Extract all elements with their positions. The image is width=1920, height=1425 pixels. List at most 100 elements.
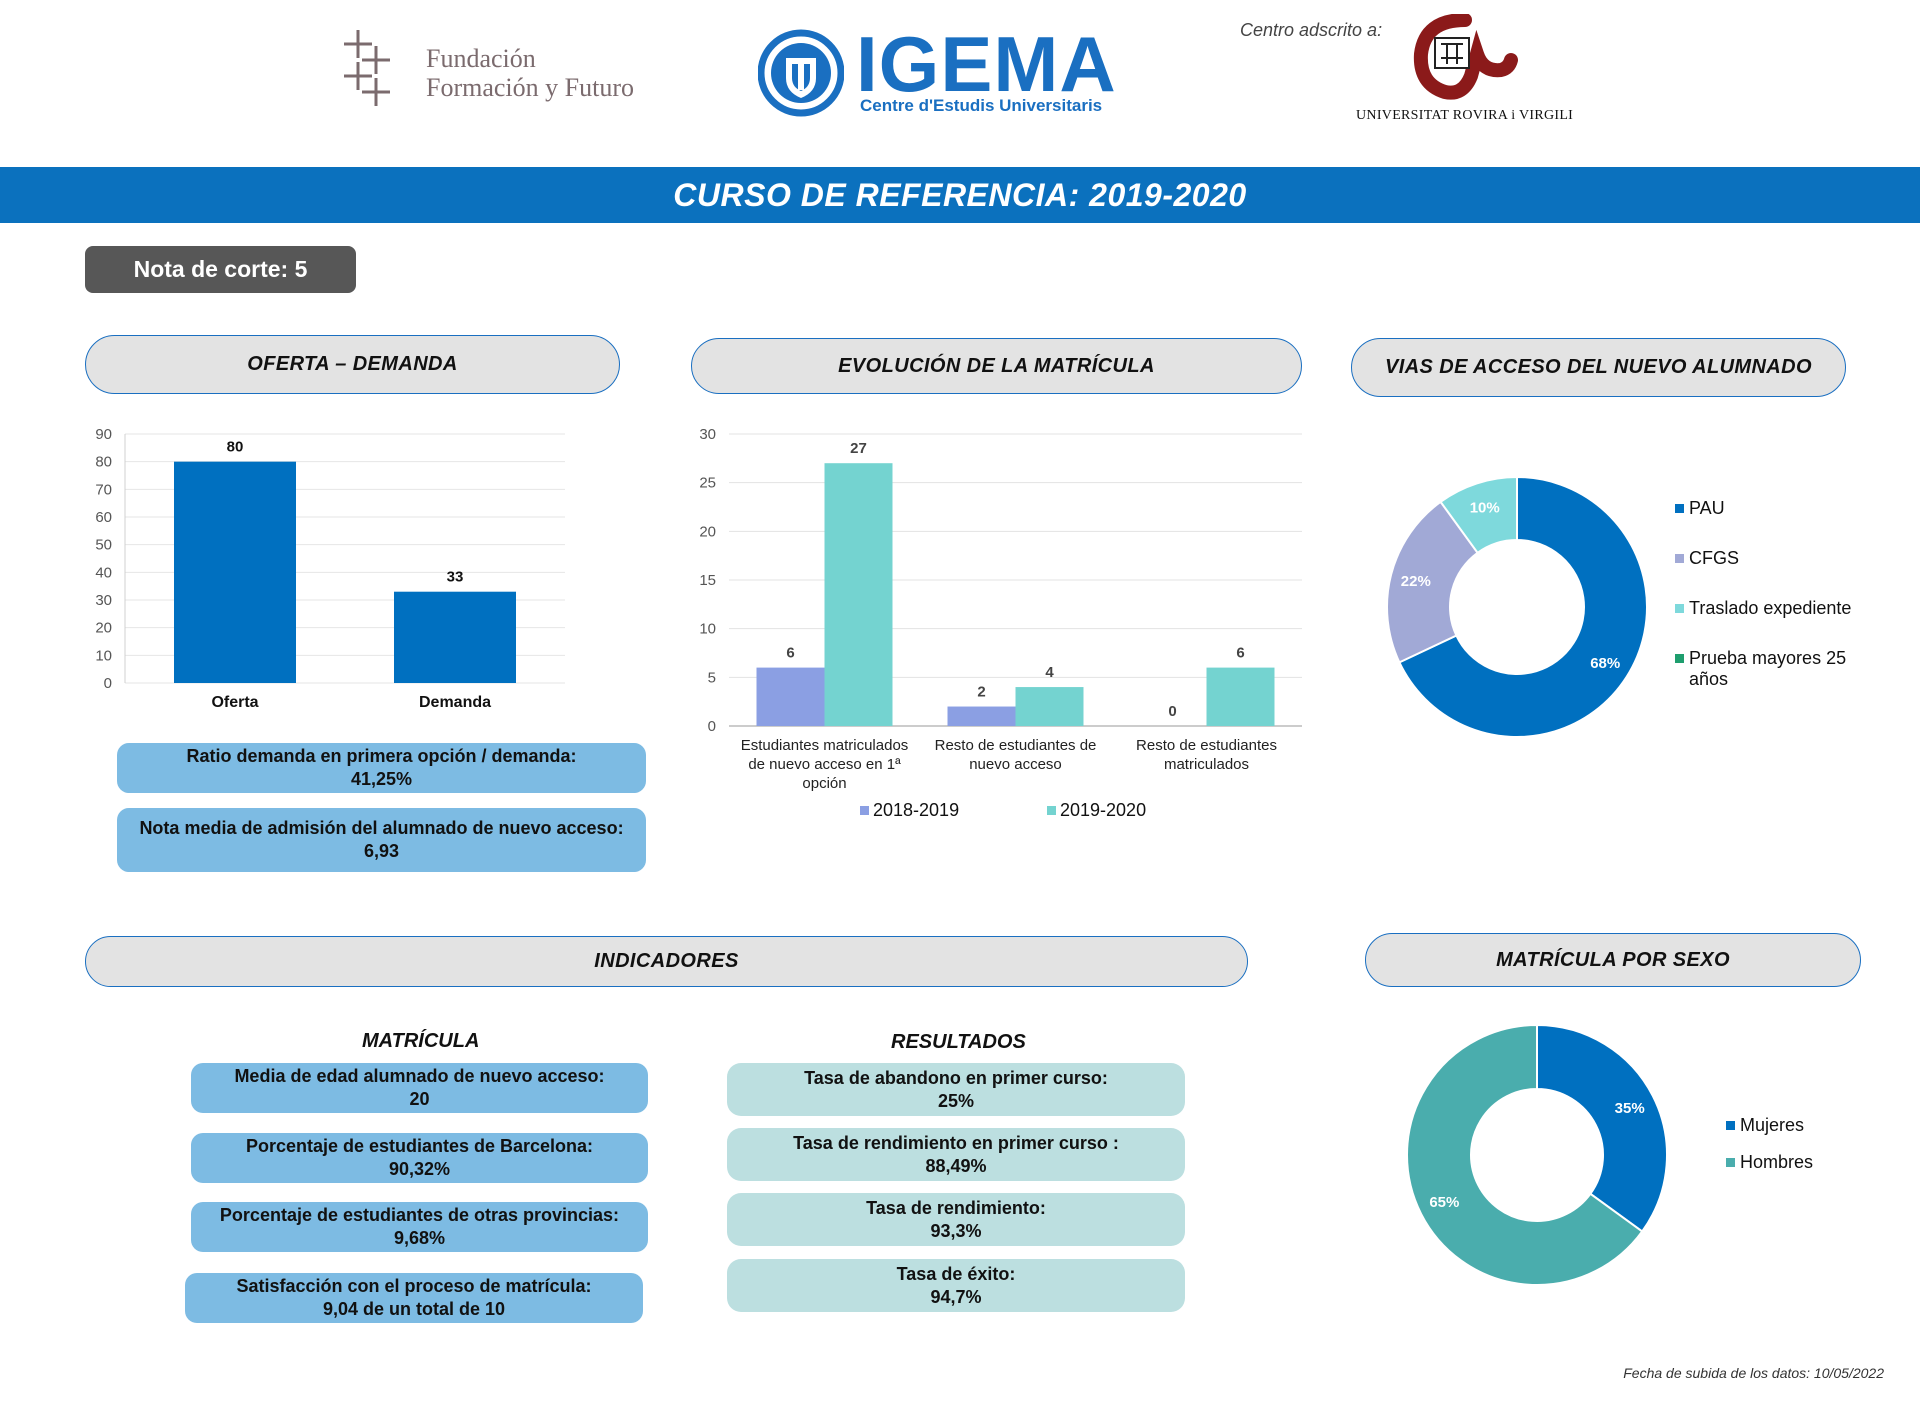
legend-item: Mujeres [1726,1115,1886,1136]
ratio-demanda-box: Ratio demanda en primera opción / demand… [117,743,646,793]
legend-label: Prueba mayores 25 años [1689,648,1847,689]
legend-label: CFGS [1689,548,1740,568]
indicador-media-edad: Media de edad alumnado de nuevo acceso: … [191,1063,648,1113]
indicador-value: 20 [409,1089,430,1109]
fundacion-mark-icon [344,30,390,106]
slice-mujeres [1536,1023,1668,1233]
legend-swatch [1726,1121,1735,1130]
section-matricula-sexo: MATRÍCULA POR SEXO [1365,933,1861,987]
section-evolucion-matricula: EVOLUCIÓN DE LA MATRÍCULA [691,338,1302,394]
urv-emblem-icon [1413,14,1518,100]
indicador-label: Media de edad alumnado de nuevo acceso: [234,1066,605,1086]
matricula-sexo-donut: 35% 65% [1406,1023,1668,1286]
resultados-heading: RESULTADOS [891,1031,1026,1053]
indicador-rendimiento-primer: Tasa de rendimiento en primer curso : 88… [727,1128,1185,1181]
y-tick-label: 40 [95,564,112,581]
legend-swatch [1726,1158,1735,1167]
legend-swatch [1675,654,1684,663]
oferta-demanda-chart: 0 10 20 30 40 50 60 70 80 90 80 Oferta 33 Demanda [95,426,565,711]
adscrito-label: Centro adscrito a: [1240,20,1383,40]
section-indicadores: INDICADORES [85,936,1248,987]
indicador-label: Porcentaje de estudiantes de Barcelona: [245,1136,594,1156]
igema-logo: IGEMA Centre d'Estudis Universitaris [758,22,1118,122]
x-tick-label: Demanda [419,694,491,711]
x-tick-label: de nuevo acceso en 1ª [748,756,901,773]
x-tick-label: opción [802,775,846,792]
y-tick-label: 5 [708,669,716,686]
x-tick-label: matriculados [1164,756,1249,773]
nota-media-box: Nota media de admisión del alumnado de n… [117,808,646,872]
y-tick-label: 70 [95,481,112,498]
indicador-barcelona: Porcentaje de estudiantes de Barcelona: … [191,1133,648,1183]
section-oferta-demanda: OFERTA – DEMANDA [85,335,620,394]
section-vias-acceso: VIAS DE ACCESO DEL NUEVO ALUMNADO [1351,338,1846,397]
legend-item: PAU [1675,498,1875,519]
indicador-label: Tasa de rendimiento en primer curso : [793,1132,1119,1153]
legend-item: Prueba mayores 25 años [1675,648,1875,690]
slice-label: 68% [1590,655,1620,672]
slice-traslado-expediente [1439,475,1518,555]
fundacion-name-line2: Formación y Futuro [426,73,634,102]
course-title: CURSO DE REFERENCIA: 2019-2020 [673,176,1247,213]
bar-2018-2019 [947,706,1016,726]
y-tick-label: 80 [95,454,112,471]
legend-swatch [1047,806,1056,815]
y-tick-label: 20 [699,523,716,540]
indicador-value: 93,3% [930,1220,982,1241]
legend-label: 2019-2020 [1060,800,1146,820]
slice-label: 22% [1401,573,1431,590]
y-tick-label: 50 [95,537,112,554]
indicador-value: 25% [937,1090,975,1111]
data-label: 2 [977,684,985,701]
bar-demanda [394,591,516,683]
indicador-exito: Tasa de éxito: 94,7% [727,1259,1185,1312]
indicador-value: 88,49% [925,1155,987,1176]
nota-media-label: Nota media de admisión del alumnado de n… [139,818,624,838]
data-label: 6 [786,645,794,662]
ratio-demanda-value: 41,25% [350,769,413,789]
indicador-label: Tasa de abandono en primer curso: [804,1067,1108,1088]
legend-swatch [1675,554,1684,563]
legend-item: Hombres [1726,1152,1886,1173]
fundacion-name-line1: Fundación [426,44,536,73]
legend-item: CFGS [1675,548,1875,569]
x-tick-label: Oferta [211,694,258,711]
bar-2019-2020 [1206,667,1275,726]
y-tick-label: 30 [95,592,112,609]
y-tick-label: 60 [95,509,112,526]
indicador-label: Porcentaje de estudiantes de otras provi… [219,1205,620,1225]
y-tick-label: 25 [699,475,716,492]
data-label: 0 [1168,703,1176,720]
upload-date: Fecha de subida de los datos: 10/05/2022 [1623,1365,1884,1381]
y-tick-label: 20 [95,620,112,637]
fundacion-logo: Fundación Formación y Futuro [336,28,666,118]
bar-oferta [174,461,296,683]
igema-name: IGEMA [856,20,1117,108]
slice-cfgs [1386,500,1480,664]
y-tick-label: 0 [104,675,112,692]
legend-label: 2018-2019 [873,800,959,820]
slice-label: 10% [1470,500,1500,517]
x-tick-label: Resto de estudiantes [1136,737,1277,754]
data-label: 80 [227,439,244,456]
data-label: 4 [1045,664,1054,681]
legend-swatch [1675,604,1684,613]
nota-corte-badge: Nota de corte: 5 [85,246,356,293]
nota-media-value: 6,93 [363,841,400,861]
legend-label: Traslado expediente [1689,598,1852,618]
igema-subtitle: Centre d'Estudis Universitaris [860,96,1103,115]
bar-2019-2020 [824,463,893,726]
y-tick-label: 10 [95,647,112,664]
vias-acceso-donut: 68% 22% 10% [1386,475,1648,738]
legend-label: Mujeres [1740,1115,1805,1135]
y-tick-label: 30 [699,426,716,443]
legend-item: Traslado expediente [1675,598,1875,619]
indicador-value: 90,32% [388,1159,451,1179]
slice-label: 35% [1615,1100,1645,1117]
slice-label: 65% [1429,1194,1459,1211]
igema-shield-icon [758,29,844,117]
data-label: 6 [1236,645,1244,662]
matricula-heading: MATRÍCULA [362,1030,480,1052]
x-tick-label: Estudiantes matriculados [741,737,909,754]
